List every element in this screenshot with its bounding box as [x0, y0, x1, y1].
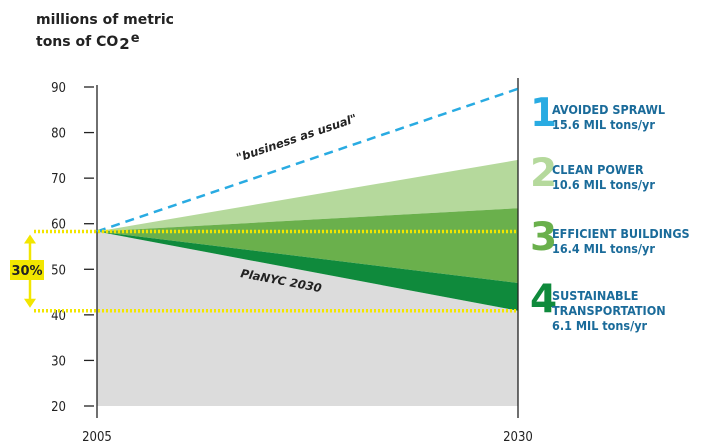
- y-tick-label: 60: [51, 218, 66, 233]
- unit-label-superscript: e: [130, 31, 140, 46]
- legend-text-2: CLEAN POWER 10.6 MIL tons/yr: [552, 162, 655, 192]
- legend-label-4a: SUSTAINABLE: [552, 288, 639, 303]
- legend-number-1: 1: [530, 91, 558, 136]
- legend-value-1: 15.6 MIL tons/yr: [552, 117, 655, 132]
- legend-number-3: 3: [530, 215, 558, 260]
- legend-item-2: 2 CLEAN POWER 10.6 MIL tons/yr: [530, 154, 700, 208]
- legend-value-2: 10.6 MIL tons/yr: [552, 177, 655, 192]
- unit-label-subscript: 2: [119, 35, 130, 53]
- y-tick-label: 30: [51, 354, 66, 369]
- unit-label: millions of metric tons of CO2e: [36, 10, 174, 53]
- y-tick-label: 50: [51, 263, 66, 278]
- unit-label-line1: millions of metric: [36, 12, 174, 28]
- x-tick-label: 2005: [82, 430, 112, 442]
- legend-label-4b: TRANSPORTATION: [552, 303, 666, 318]
- legend-text-3: EFFICIENT BUILDINGS 16.4 MIL tons/yr: [552, 226, 690, 256]
- efficient-buildings-wedge: [97, 208, 518, 283]
- unit-label-line2: tons of CO2e: [36, 31, 174, 53]
- reduction-arrow-head-down: [24, 298, 36, 308]
- y-tick-label: 90: [51, 81, 66, 96]
- legend-number-4: 4: [530, 277, 558, 322]
- reduction-box: [10, 260, 44, 280]
- legend-label-2: CLEAN POWER: [552, 162, 644, 177]
- legend-label-1: AVOIDED SPRAWL: [552, 102, 666, 117]
- clean-power-wedge: [97, 159, 518, 232]
- transportation-wedge: [97, 231, 518, 311]
- legend-value-3: 16.4 MIL tons/yr: [552, 241, 655, 256]
- y-tick-label: 70: [51, 172, 66, 187]
- y-tick-label: 80: [51, 127, 66, 142]
- legend-text-1: AVOIDED SPRAWL 15.6 MIL tons/yr: [552, 102, 665, 132]
- legend-item-4: 4 SUSTAINABLE TRANSPORTATION 6.1 MIL ton…: [530, 280, 700, 348]
- legend-value-4: 6.1 MIL tons/yr: [552, 318, 648, 333]
- reduction-arrow-head-up: [24, 234, 36, 244]
- unit-label-co: tons of CO: [36, 34, 119, 50]
- x-tick-label: 2030: [503, 430, 533, 442]
- reduction-label: 30%: [11, 264, 42, 279]
- y-tick-label: 40: [51, 309, 66, 324]
- legend-text-4: SUSTAINABLE TRANSPORTATION 6.1 MIL tons/…: [552, 288, 666, 333]
- legend-item-1: 1 AVOIDED SPRAWL 15.6 MIL tons/yr: [530, 94, 700, 148]
- legend-item-3: 3 EFFICIENT BUILDINGS 16.4 MIL tons/yr: [530, 218, 700, 272]
- legend-number-2: 2: [530, 151, 558, 196]
- y-tick-label: 20: [51, 400, 66, 415]
- legend-label-3: EFFICIENT BUILDINGS: [552, 226, 690, 241]
- plan-area: [97, 231, 518, 406]
